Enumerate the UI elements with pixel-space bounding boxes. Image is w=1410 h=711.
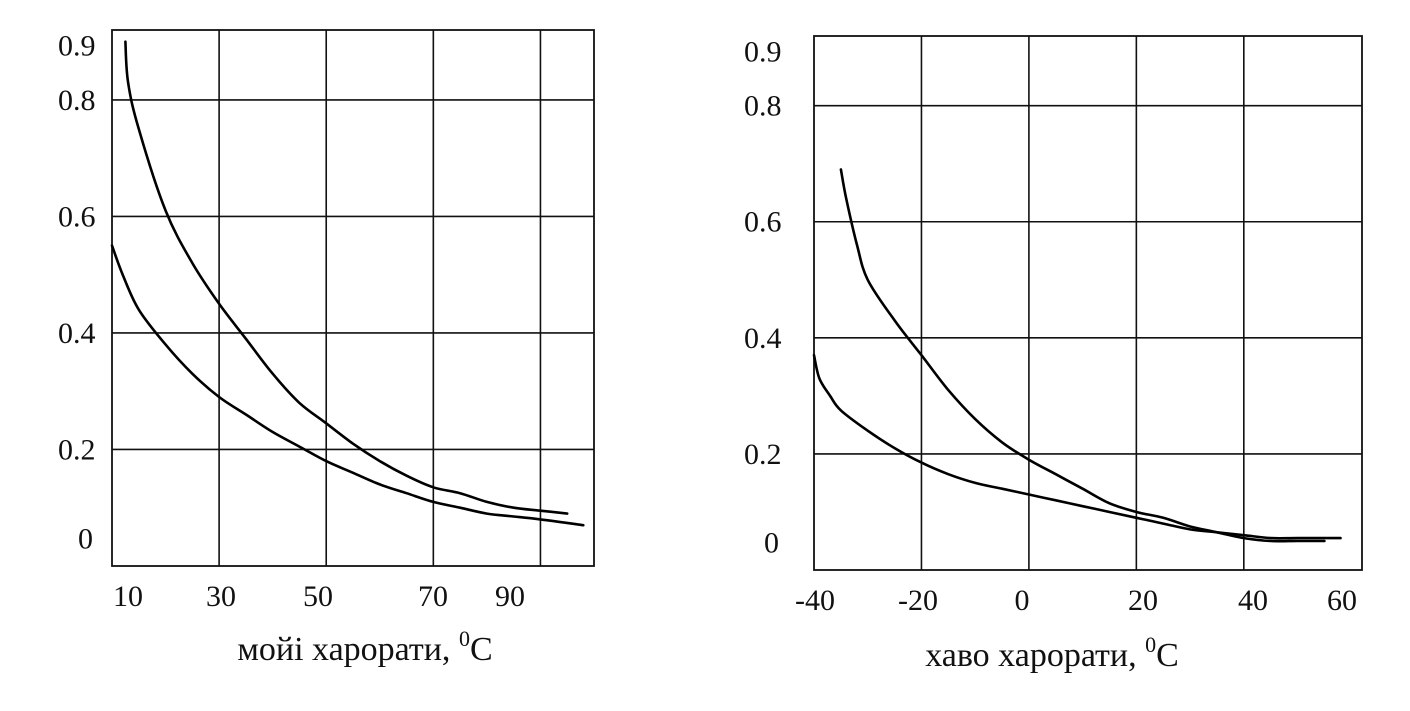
left-x-axis-label-sup: 0	[459, 626, 470, 651]
right-series-curve-1	[839, 168, 1326, 543]
right-ticks: 0 0.2 0.4 0.6 0.8 0.9 -40 -20 0 20 40 60	[744, 36, 1357, 617]
right-curves	[812, 168, 1342, 543]
right-y-tick-label: 0.4	[744, 322, 782, 355]
left-grid	[111, 29, 595, 567]
left-series-curve-1	[124, 40, 569, 515]
right-x-axis-label-unit: C	[1156, 637, 1179, 674]
right-x-tick-label: 60	[1327, 584, 1357, 617]
left-curves	[110, 40, 585, 527]
left-y-tick-label: 0.9	[58, 30, 96, 63]
right-plot-frame	[813, 35, 1363, 571]
right-x-axis-label-text: хаво харорати,	[925, 637, 1145, 674]
left-x-tick-label: 30	[206, 580, 236, 613]
left-x-tick-label: 50	[303, 580, 333, 613]
left-x-axis-label-text: мойi харорати,	[237, 631, 459, 668]
left-series-curve-2	[110, 244, 585, 527]
left-y-tick-label: 0.4	[58, 317, 96, 350]
right-series-curve-2	[812, 353, 1342, 540]
left-y-tick-label: 0.6	[58, 200, 96, 233]
right-y-tick-label: 0	[764, 527, 779, 560]
left-x-tick-label: 10	[113, 580, 143, 613]
right-y-tick-label: 0.9	[744, 36, 782, 69]
right-y-tick-label: 0.8	[744, 90, 782, 123]
right-x-tick-label: 40	[1238, 584, 1268, 617]
left-y-tick-label: 0.8	[58, 84, 96, 117]
left-x-axis-label: мойi харорати, 0C	[237, 626, 492, 668]
left-x-tick-label: 90	[495, 580, 525, 613]
left-ticks: 0 0.2 0.4 0.6 0.8 0.9 10 30 50 70 90	[58, 30, 525, 613]
right-y-tick-label: 0.6	[744, 206, 782, 239]
left-chart-panel: 0 0.2 0.4 0.6 0.8 0.9 10 30 50 70 90 мойi харорати…	[58, 29, 595, 668]
right-chart-panel: 0 0.2 0.4 0.6 0.8 0.9 -40 -20 0 20 40 60 хаво харор…	[744, 35, 1363, 674]
left-y-tick-label: 0.2	[58, 433, 96, 466]
left-x-tick-label: 70	[418, 580, 448, 613]
right-x-axis-label-sup: 0	[1145, 632, 1156, 657]
left-y-tick-label: 0	[78, 523, 93, 556]
right-x-tick-label: -40	[795, 584, 835, 617]
right-x-tick-label: -20	[898, 584, 938, 617]
left-x-axis-label-unit: C	[470, 631, 493, 668]
right-y-tick-label: 0.2	[744, 438, 782, 471]
left-plot-frame	[111, 29, 595, 567]
right-x-axis-label: хаво харорати, 0C	[925, 632, 1179, 674]
right-grid	[813, 35, 1363, 571]
right-x-tick-label: 0	[1015, 584, 1030, 617]
right-x-tick-label: 20	[1128, 584, 1158, 617]
